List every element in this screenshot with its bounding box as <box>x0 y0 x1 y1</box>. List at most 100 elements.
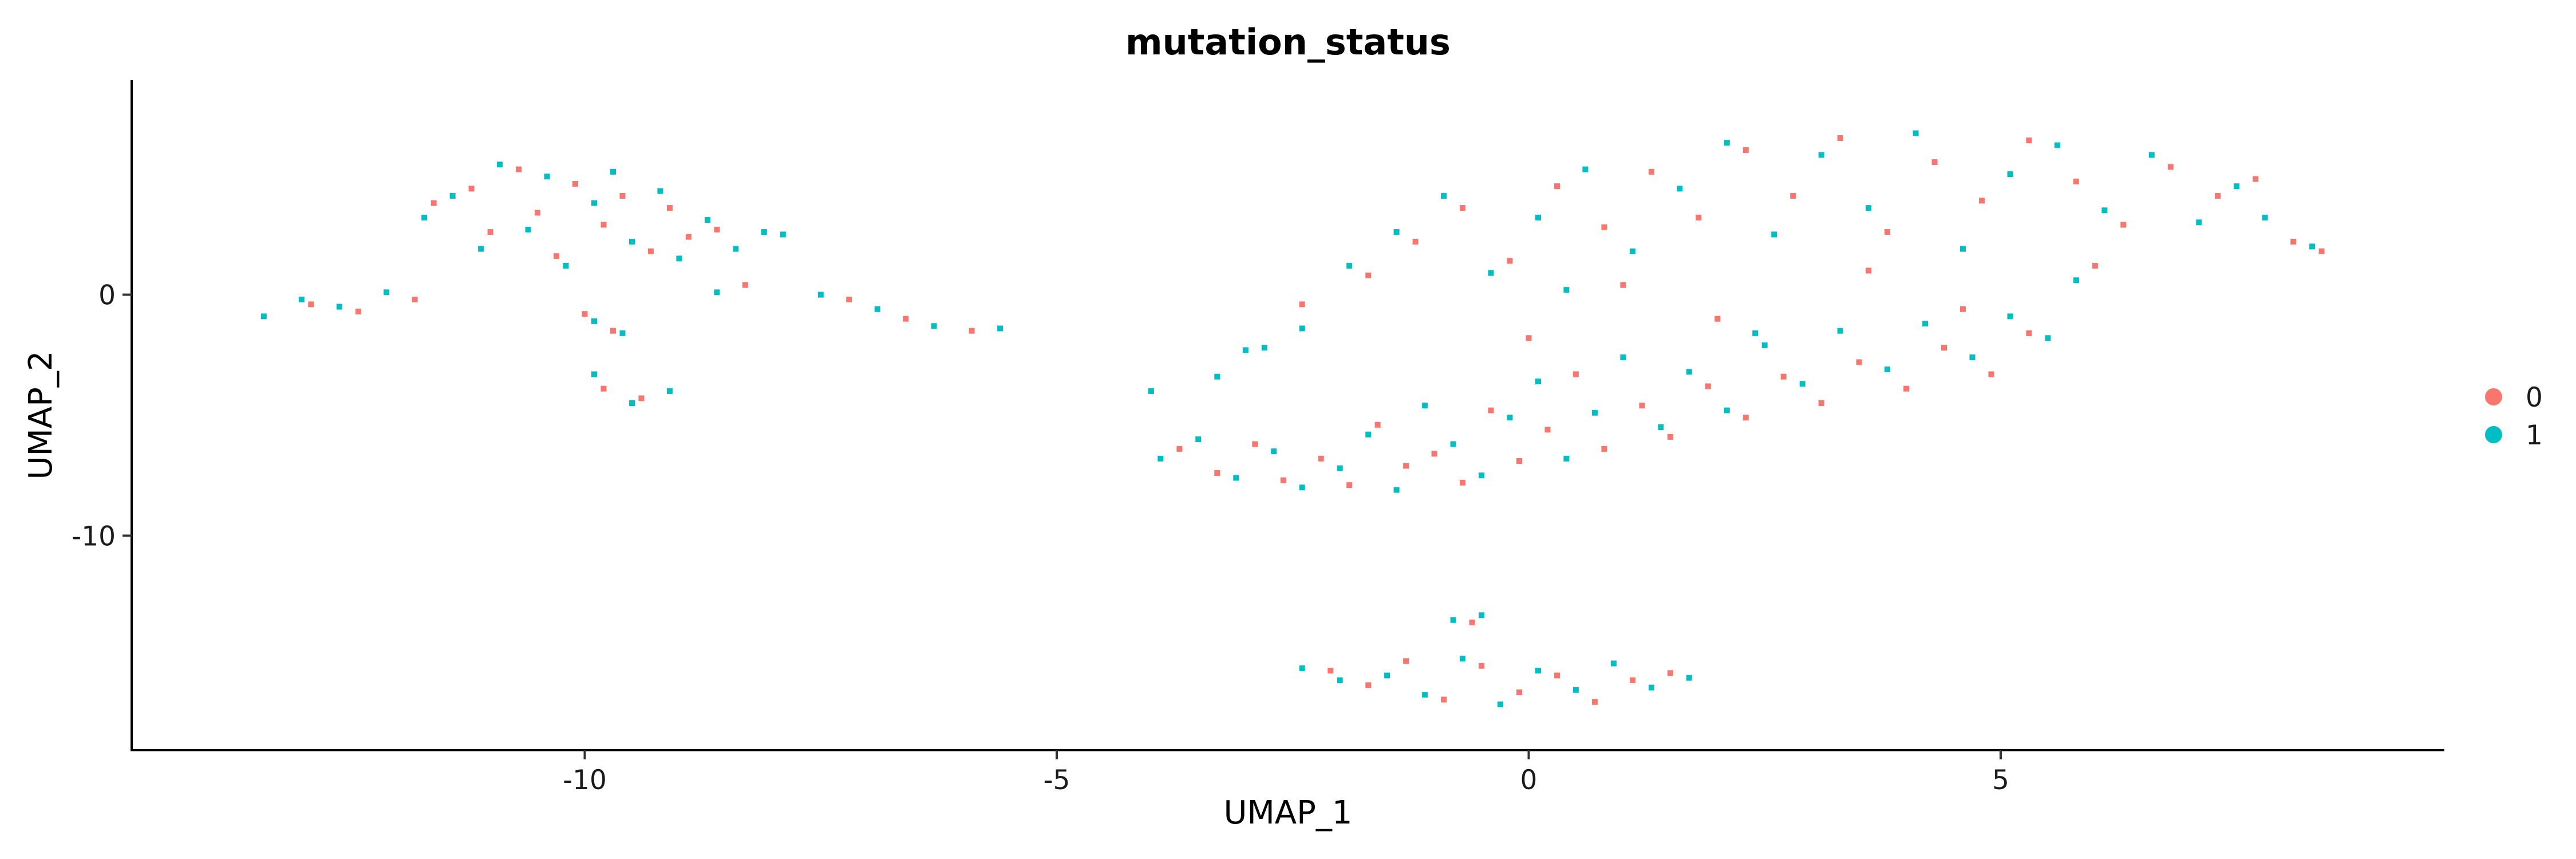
data-point-series-1 <box>1761 342 1768 348</box>
data-point-series-1 <box>1393 487 1400 493</box>
data-point-series-0 <box>2215 193 2221 199</box>
data-point-series-0 <box>1601 446 1607 452</box>
data-point-series-0 <box>1318 455 1324 462</box>
data-point-series-1 <box>1752 330 1759 336</box>
data-point-series-0 <box>1714 316 1721 322</box>
data-point-series-0 <box>2290 239 2297 245</box>
data-point-series-1 <box>1479 612 1484 618</box>
data-point-series-1 <box>563 263 569 269</box>
data-point-series-1 <box>714 289 720 295</box>
data-point-series-1 <box>2262 214 2268 220</box>
data-point-series-0 <box>1931 159 1938 166</box>
data-point-series-1 <box>298 297 305 302</box>
data-point-series-0 <box>1431 451 1437 457</box>
data-point-series-0 <box>1252 441 1258 447</box>
data-point-series-0 <box>1648 168 1654 175</box>
data-point-series-1 <box>478 246 484 252</box>
data-point-series-1 <box>384 289 390 295</box>
data-point-series-1 <box>1648 684 1654 691</box>
data-point-series-0 <box>1837 135 1843 141</box>
data-point-series-0 <box>1214 470 1220 476</box>
data-point-series-1 <box>1337 677 1343 683</box>
data-point-series-0 <box>1176 446 1183 452</box>
data-point-series-1 <box>2045 335 2051 341</box>
data-point-series-1 <box>1450 617 1456 623</box>
data-point-series-1 <box>780 231 786 238</box>
data-point-series-0 <box>1469 619 1475 625</box>
data-point-series-1 <box>1563 287 1570 293</box>
data-point-series-0 <box>430 200 437 206</box>
data-point-series-0 <box>1460 479 1466 486</box>
x-axis-ticks: -10 -5 0 5 <box>563 750 2009 796</box>
data-point-series-1 <box>1724 140 1730 146</box>
legend-key-1 <box>2485 426 2502 443</box>
data-point-series-0 <box>1412 239 1419 245</box>
data-point-series-1 <box>1460 656 1466 662</box>
data-point-series-0 <box>1960 306 1966 312</box>
data-point-series-1 <box>1884 367 1891 372</box>
data-point-series-0 <box>1526 335 1532 341</box>
data-point-series-1 <box>629 239 635 245</box>
data-point-series-1 <box>610 168 616 175</box>
points-layer <box>260 130 2325 707</box>
data-point-series-0 <box>1479 663 1484 669</box>
data-point-series-1 <box>260 313 267 320</box>
data-point-series-1 <box>1866 205 1872 211</box>
data-point-series-0 <box>1629 677 1635 683</box>
data-point-series-0 <box>1507 258 1513 264</box>
data-point-series-1 <box>1507 415 1513 421</box>
data-point-series-1 <box>1479 472 1484 479</box>
data-point-series-1 <box>1195 436 1202 443</box>
data-point-series-0 <box>572 181 578 187</box>
data-point-series-0 <box>1554 672 1560 679</box>
data-point-series-0 <box>1667 434 1673 440</box>
data-point-series-1 <box>1922 321 1929 327</box>
data-point-series-1 <box>2073 277 2079 283</box>
data-point-series-1 <box>1799 381 1805 387</box>
data-point-series-1 <box>1563 455 1570 462</box>
x-axis-title: UMAP_1 <box>1223 794 1352 832</box>
data-point-series-1 <box>1686 369 1692 375</box>
data-point-series-0 <box>1818 400 1824 406</box>
data-point-series-0 <box>1374 421 1381 428</box>
data-point-series-1 <box>1384 672 1390 679</box>
data-point-series-0 <box>1441 696 1447 703</box>
data-point-series-1 <box>761 229 767 235</box>
data-point-series-0 <box>2120 222 2127 228</box>
data-point-series-0 <box>685 234 692 240</box>
data-point-series-1 <box>1299 484 1305 491</box>
data-point-series-0 <box>1365 682 1372 688</box>
data-point-series-0 <box>2073 178 2079 184</box>
data-point-series-1 <box>1686 675 1692 681</box>
data-point-series-0 <box>1743 415 1749 421</box>
data-point-series-0 <box>1403 463 1409 469</box>
data-point-series-0 <box>714 226 720 233</box>
data-point-series-1 <box>2007 313 2013 320</box>
data-point-series-1 <box>1610 660 1617 667</box>
data-point-series-1 <box>1535 379 1541 385</box>
data-point-series-1 <box>1441 193 1447 199</box>
data-point-series-1 <box>619 330 626 336</box>
legend: 01 <box>2485 382 2543 451</box>
data-point-series-1 <box>1365 431 1372 438</box>
data-point-series-0 <box>600 222 607 228</box>
data-point-series-1 <box>2234 183 2240 190</box>
data-point-series-0 <box>2092 263 2098 269</box>
data-point-series-0 <box>1696 214 1702 220</box>
data-point-series-0 <box>742 282 748 288</box>
data-point-series-0 <box>308 301 314 308</box>
data-point-series-1 <box>1261 345 1267 351</box>
data-point-series-1 <box>874 306 880 312</box>
data-point-series-1 <box>1582 166 1589 172</box>
data-point-series-0 <box>1516 689 1522 695</box>
y-axis-ticks: -10 0 <box>72 280 132 552</box>
data-point-series-0 <box>666 205 673 211</box>
data-point-series-1 <box>676 255 682 262</box>
data-point-series-1 <box>666 388 673 394</box>
legend-label-0: 0 <box>2526 382 2543 413</box>
data-point-series-1 <box>1658 424 1664 430</box>
data-point-series-0 <box>1705 383 1711 389</box>
data-point-series-1 <box>733 246 739 252</box>
